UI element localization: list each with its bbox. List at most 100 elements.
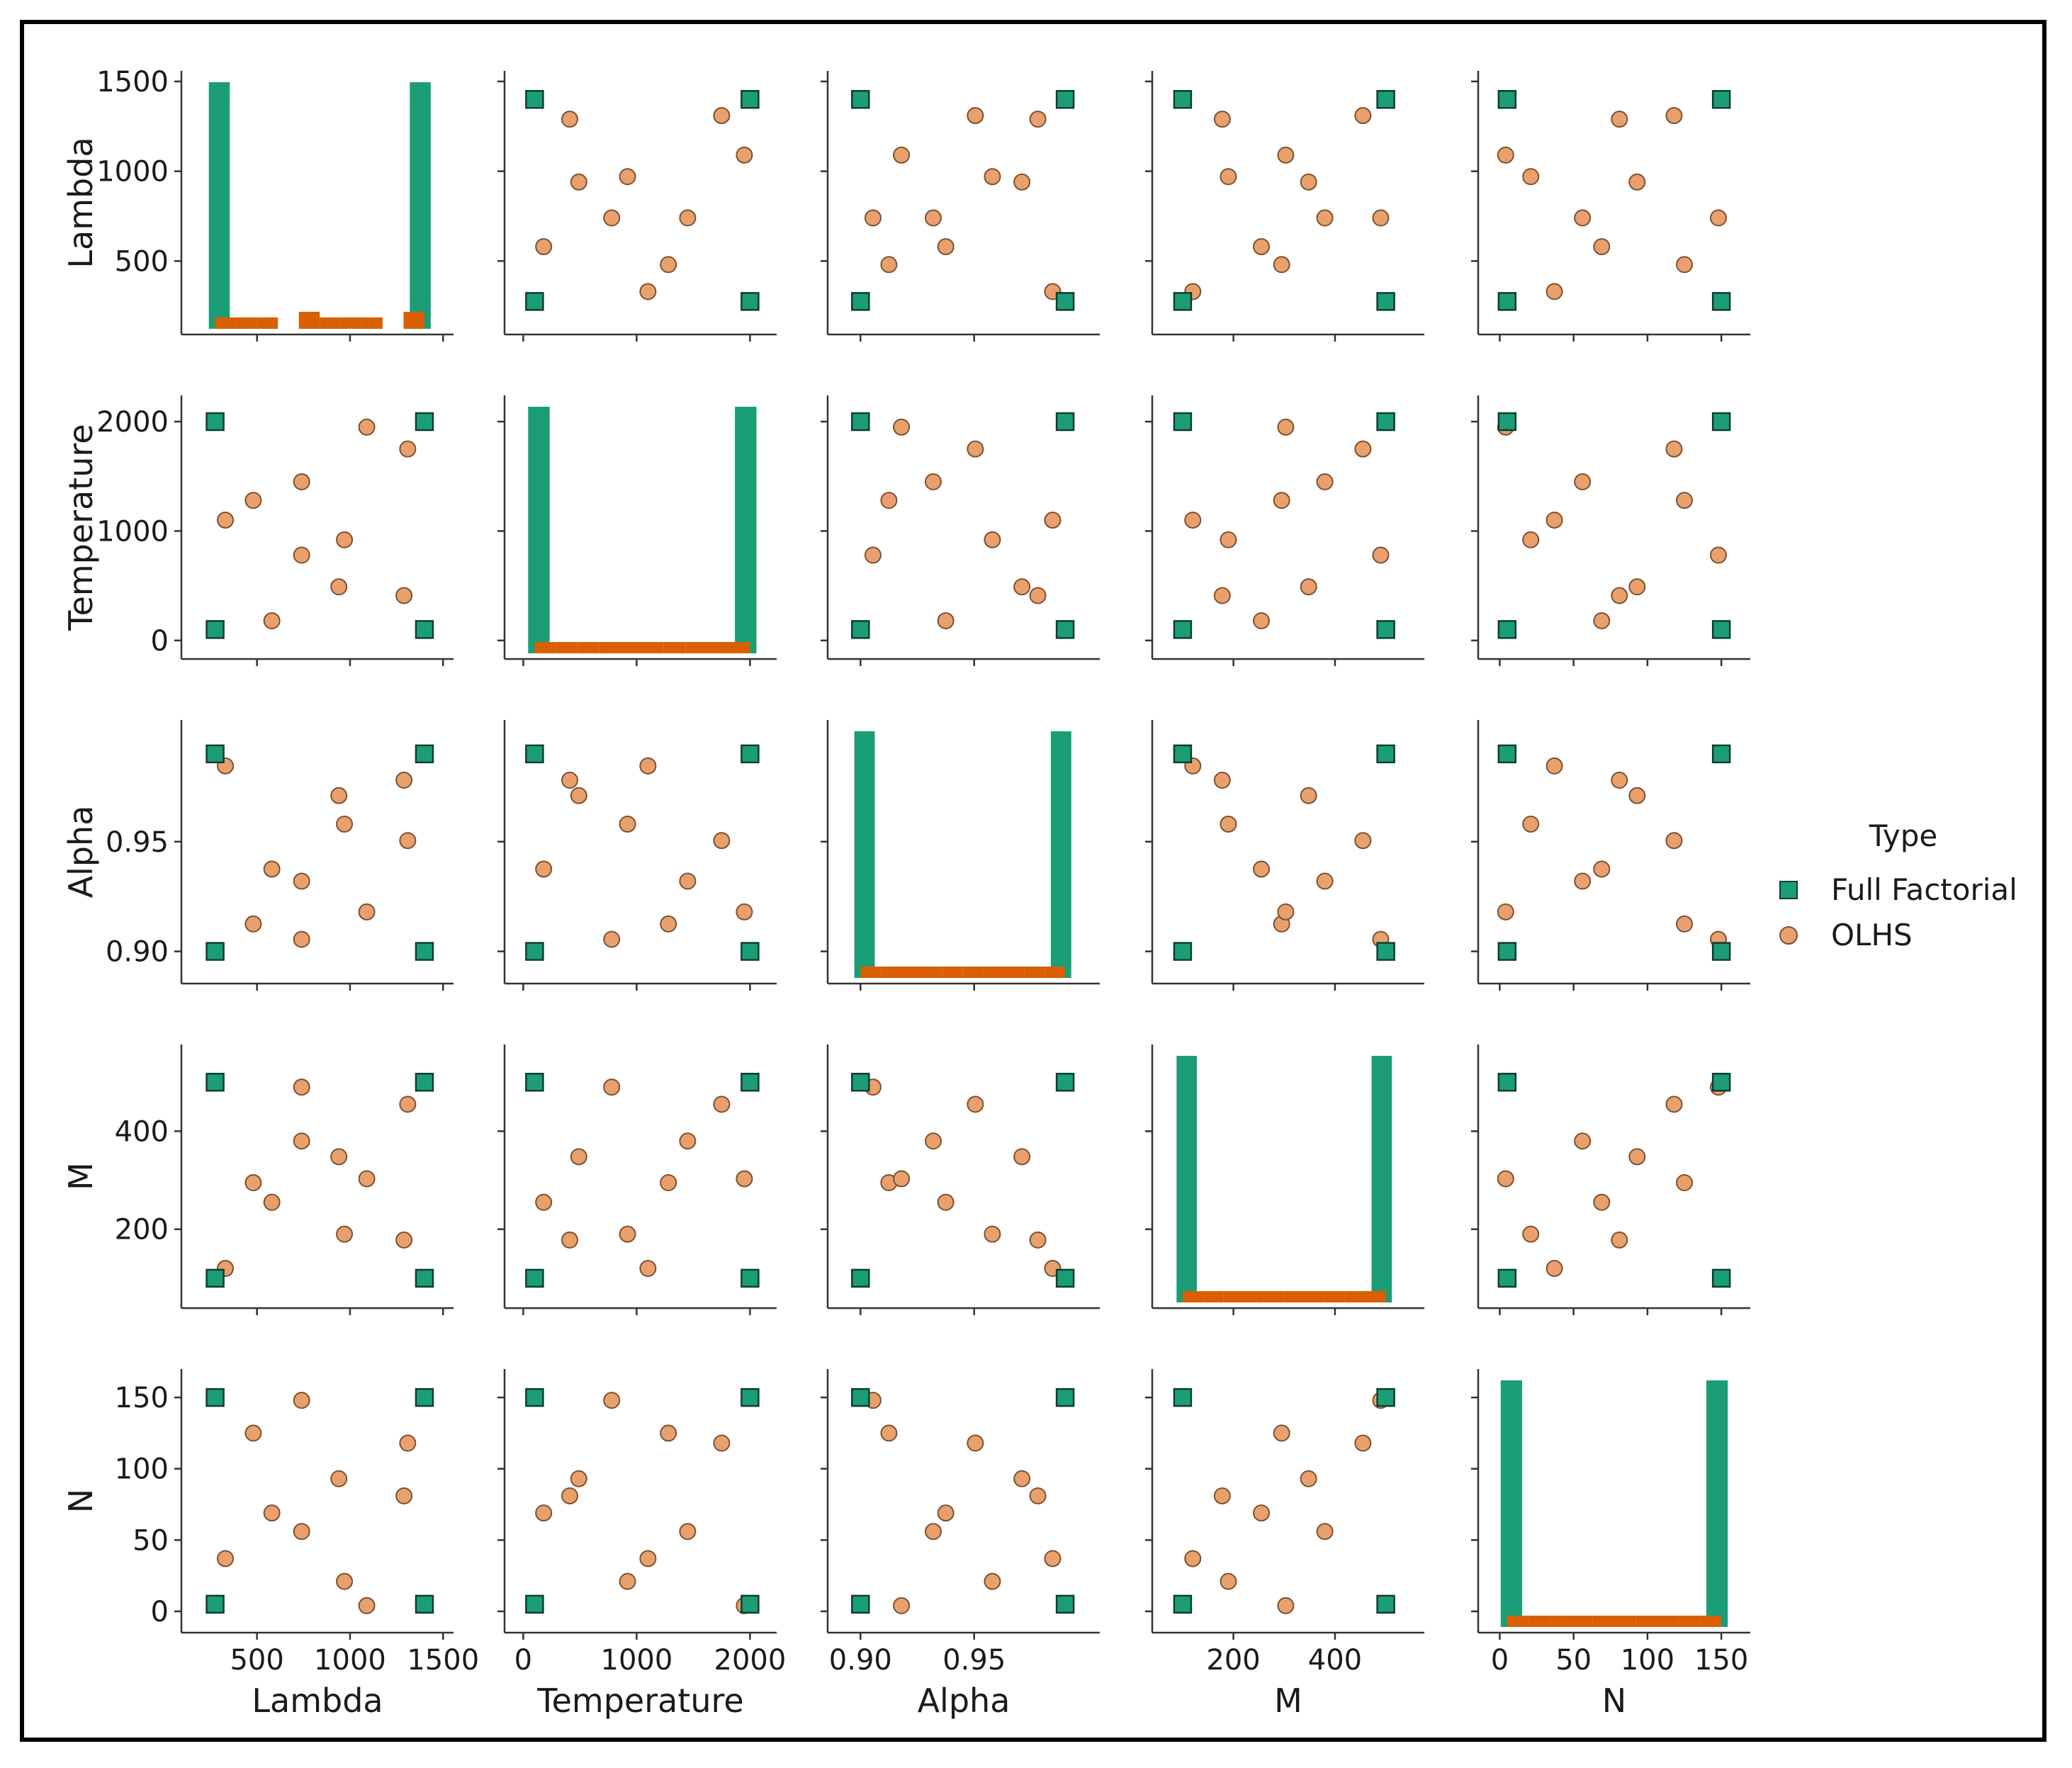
olhs-point-lambda-vs-alpha bbox=[864, 209, 882, 227]
full-factorial-point-lambda-vs-n bbox=[1711, 90, 1731, 109]
full-factorial-point-m-vs-alpha bbox=[1055, 1072, 1075, 1092]
olhs-point-temperature-vs-lambda bbox=[293, 546, 310, 564]
olhs-point-n-vs-lambda bbox=[263, 1504, 281, 1522]
olhs-point-n-vs-temperature bbox=[639, 1550, 657, 1567]
legend-marker-olhs bbox=[1779, 926, 1798, 945]
full-factorial-point-alpha-vs-n bbox=[1711, 744, 1731, 764]
legend-label-olhs: OLHS bbox=[1831, 918, 1913, 952]
full-factorial-point-m-vs-n bbox=[1497, 1072, 1517, 1092]
full-factorial-point-alpha-vs-lambda bbox=[415, 942, 434, 961]
olhs-point-temperature-vs-m bbox=[1277, 418, 1295, 436]
olhs-point-lambda-vs-m bbox=[1316, 209, 1334, 227]
olhs-point-temperature-vs-n bbox=[1545, 511, 1563, 529]
olhs-point-temperature-vs-n bbox=[1574, 473, 1592, 490]
olhs-point-alpha-vs-n bbox=[1545, 757, 1563, 775]
histogram-bar-full-factorial-alpha bbox=[1050, 731, 1071, 978]
full-factorial-point-n-vs-temperature bbox=[525, 1387, 544, 1407]
full-factorial-point-n-vs-alpha bbox=[851, 1387, 870, 1407]
olhs-point-temperature-vs-m bbox=[1213, 587, 1231, 604]
histogram-bar-olhs-n bbox=[1635, 1616, 1657, 1627]
olhs-point-m-vs-temperature bbox=[639, 1260, 657, 1278]
olhs-point-m-vs-alpha bbox=[925, 1132, 942, 1150]
olhs-point-temperature-vs-n bbox=[1628, 578, 1646, 596]
olhs-point-m-vs-temperature bbox=[535, 1193, 553, 1211]
histogram-bar-olhs-n bbox=[1528, 1616, 1550, 1627]
histogram-bar-olhs-lambda bbox=[403, 312, 424, 329]
olhs-point-alpha-vs-m bbox=[1316, 872, 1334, 890]
full-factorial-point-temperature-vs-lambda bbox=[205, 412, 225, 432]
histogram-bar-olhs-temperature bbox=[642, 642, 664, 653]
olhs-point-m-vs-alpha bbox=[893, 1170, 911, 1188]
olhs-point-temperature-vs-n bbox=[1709, 546, 1727, 564]
olhs-point-m-vs-lambda bbox=[395, 1231, 413, 1249]
olhs-point-temperature-vs-lambda bbox=[358, 418, 376, 436]
olhs-point-lambda-vs-m bbox=[1273, 256, 1290, 274]
olhs-point-temperature-vs-lambda bbox=[263, 612, 281, 630]
histogram-bar-olhs-alpha bbox=[1045, 967, 1066, 978]
histogram-bar-full-factorial-n bbox=[1500, 1380, 1523, 1627]
full-factorial-point-m-vs-n bbox=[1711, 1072, 1731, 1092]
olhs-point-temperature-vs-m bbox=[1300, 578, 1317, 596]
histogram-bar-full-factorial-m bbox=[1176, 1056, 1197, 1302]
olhs-point-alpha-vs-lambda bbox=[395, 772, 413, 789]
full-factorial-point-lambda-vs-m bbox=[1376, 292, 1395, 311]
histogram-bar-olhs-alpha bbox=[983, 967, 1004, 978]
olhs-point-n-vs-temperature bbox=[535, 1504, 553, 1522]
olhs-point-n-vs-alpha bbox=[967, 1434, 984, 1452]
olhs-point-m-vs-lambda bbox=[336, 1225, 354, 1243]
olhs-point-temperature-vs-m bbox=[1354, 440, 1372, 458]
full-factorial-point-m-vs-n bbox=[1497, 1268, 1517, 1288]
olhs-point-temperature-vs-m bbox=[1253, 612, 1271, 630]
full-factorial-point-temperature-vs-n bbox=[1711, 412, 1731, 432]
olhs-point-lambda-vs-m bbox=[1372, 209, 1390, 227]
olhs-point-temperature-vs-m bbox=[1184, 511, 1202, 529]
olhs-point-alpha-vs-m bbox=[1300, 787, 1317, 804]
olhs-point-lambda-vs-n bbox=[1628, 173, 1646, 191]
y-tick-label-temperature: 0 bbox=[151, 625, 169, 658]
x-tick-label-temperature: 1000 bbox=[601, 1644, 673, 1677]
histogram-bar-olhs-temperature bbox=[556, 642, 578, 653]
full-factorial-point-n-vs-m bbox=[1376, 1387, 1395, 1407]
olhs-point-n-vs-temperature bbox=[561, 1487, 578, 1504]
histogram-bar-olhs-lambda bbox=[361, 317, 383, 329]
histogram-bar-olhs-temperature bbox=[706, 642, 728, 653]
histogram-bar-olhs-m bbox=[1263, 1291, 1285, 1302]
histogram-bar-olhs-lambda bbox=[298, 312, 320, 329]
full-factorial-point-m-vs-lambda bbox=[415, 1268, 434, 1288]
olhs-point-lambda-vs-alpha bbox=[1029, 111, 1047, 128]
full-factorial-point-n-vs-lambda bbox=[205, 1594, 225, 1614]
histogram-bar-olhs-temperature bbox=[599, 642, 621, 653]
olhs-point-temperature-vs-m bbox=[1316, 473, 1334, 490]
olhs-point-alpha-vs-temperature bbox=[535, 860, 553, 878]
olhs-point-n-vs-m bbox=[1273, 1424, 1290, 1442]
full-factorial-point-lambda-vs-alpha bbox=[851, 292, 870, 311]
olhs-point-n-vs-lambda bbox=[399, 1434, 417, 1452]
olhs-point-n-vs-m bbox=[1220, 1572, 1237, 1590]
olhs-point-temperature-vs-lambda bbox=[293, 473, 310, 490]
full-factorial-point-n-vs-temperature bbox=[525, 1594, 544, 1614]
full-factorial-point-lambda-vs-alpha bbox=[1055, 292, 1075, 311]
full-factorial-point-temperature-vs-lambda bbox=[415, 620, 434, 639]
histogram-bar-olhs-alpha bbox=[860, 967, 882, 978]
olhs-point-temperature-vs-alpha bbox=[1029, 587, 1047, 604]
histogram-bar-olhs-n bbox=[1678, 1616, 1700, 1627]
olhs-point-alpha-vs-n bbox=[1676, 915, 1694, 933]
olhs-point-n-vs-alpha bbox=[893, 1597, 911, 1614]
histogram-bar-full-factorial-m bbox=[1371, 1056, 1392, 1302]
x-tick-label-temperature: 0 bbox=[514, 1644, 532, 1677]
olhs-point-m-vs-lambda bbox=[244, 1173, 262, 1191]
full-factorial-point-temperature-vs-m bbox=[1173, 412, 1193, 432]
full-factorial-point-lambda-vs-alpha bbox=[1055, 90, 1075, 109]
olhs-point-m-vs-temperature bbox=[679, 1132, 697, 1150]
y-axis-title-temperature: Temperature bbox=[62, 424, 100, 631]
histogram-bar-olhs-lambda bbox=[340, 317, 362, 329]
olhs-point-lambda-vs-n bbox=[1611, 111, 1628, 128]
full-factorial-point-alpha-vs-temperature bbox=[741, 744, 760, 764]
full-factorial-point-lambda-vs-n bbox=[1497, 292, 1517, 311]
histogram-bar-full-factorial-temperature bbox=[735, 407, 757, 653]
histogram-bar-olhs-n bbox=[1507, 1616, 1529, 1627]
olhs-point-lambda-vs-n bbox=[1574, 209, 1592, 227]
olhs-point-lambda-vs-temperature bbox=[570, 173, 587, 191]
olhs-point-lambda-vs-alpha bbox=[937, 238, 955, 256]
olhs-point-temperature-vs-lambda bbox=[399, 440, 417, 458]
